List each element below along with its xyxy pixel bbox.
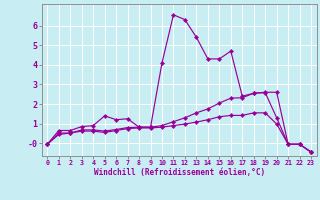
X-axis label: Windchill (Refroidissement éolien,°C): Windchill (Refroidissement éolien,°C)	[94, 168, 265, 177]
